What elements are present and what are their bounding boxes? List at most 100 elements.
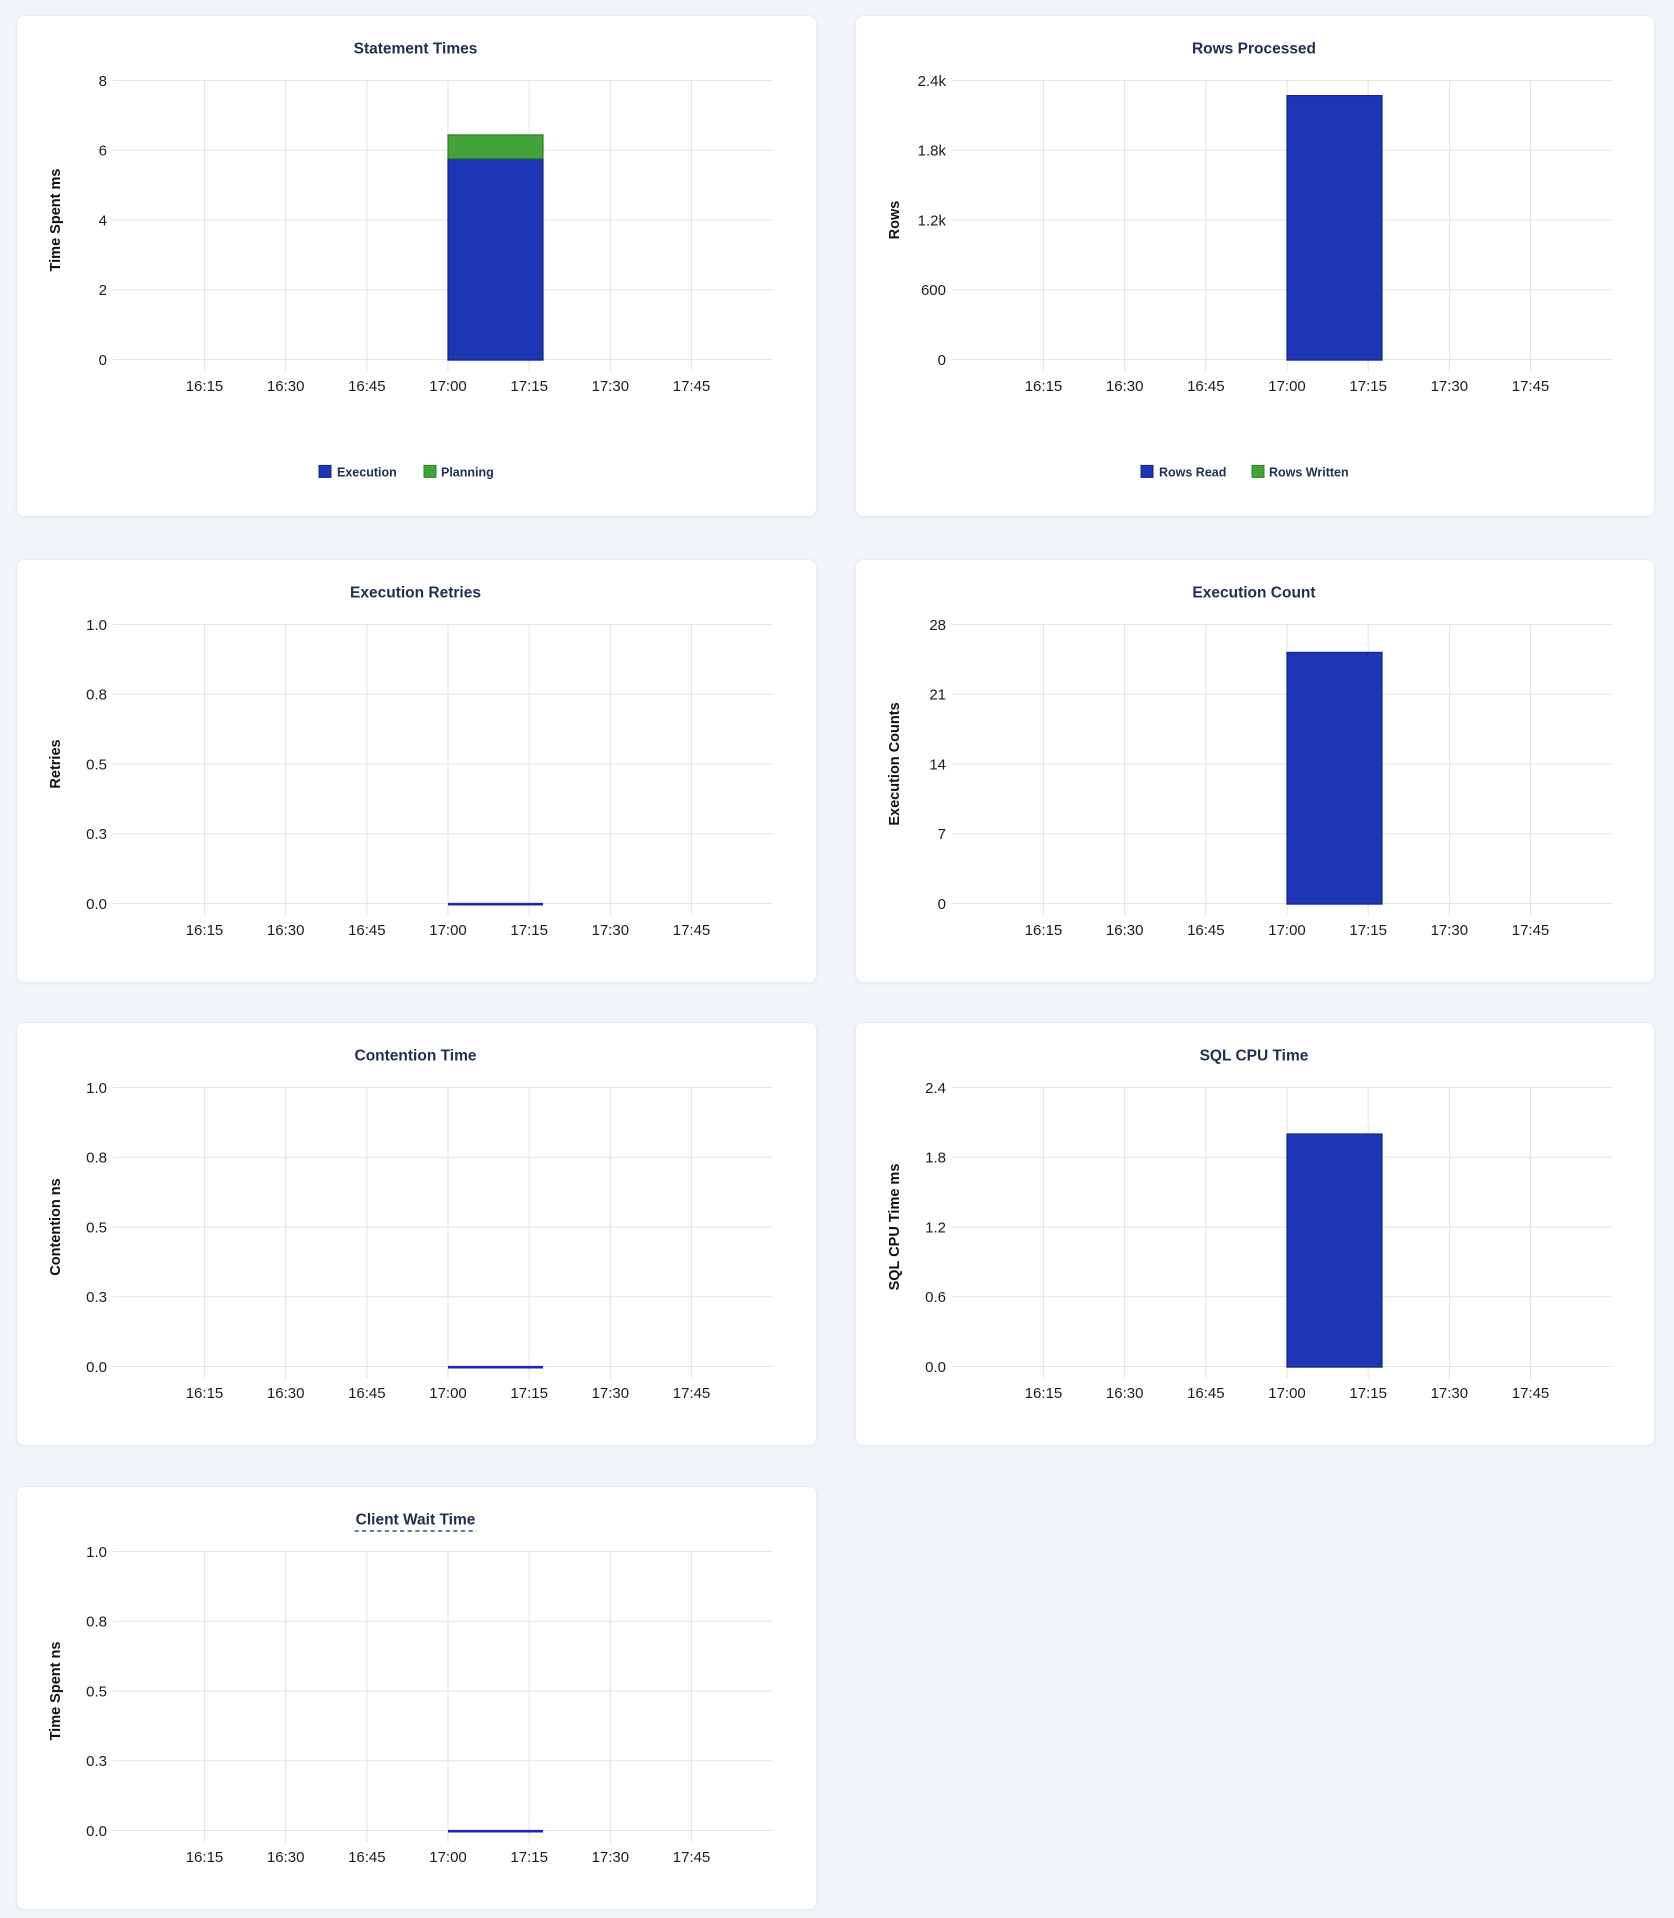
svg-text:Contention Time: Contention Time	[355, 1048, 477, 1065]
svg-text:17:15: 17:15	[1349, 1385, 1387, 1402]
svg-text:0.5: 0.5	[86, 756, 107, 773]
svg-text:17:15: 17:15	[510, 1849, 548, 1866]
svg-text:16:30: 16:30	[1106, 378, 1144, 395]
svg-text:Planning: Planning	[441, 465, 494, 479]
svg-text:16:30: 16:30	[1106, 922, 1144, 939]
svg-text:16:15: 16:15	[1025, 1385, 1063, 1402]
svg-text:17:00: 17:00	[429, 922, 467, 939]
svg-text:17:15: 17:15	[510, 922, 548, 939]
svg-text:Contention ns: Contention ns	[48, 1178, 64, 1275]
svg-text:0: 0	[938, 352, 946, 369]
svg-text:16:45: 16:45	[1187, 922, 1225, 939]
svg-text:Execution: Execution	[337, 465, 397, 479]
svg-text:16:45: 16:45	[1187, 1385, 1225, 1402]
svg-text:0.8: 0.8	[86, 1614, 107, 1631]
svg-text:17:15: 17:15	[1349, 922, 1387, 939]
svg-text:2.4: 2.4	[925, 1080, 946, 1097]
svg-text:17:45: 17:45	[1512, 378, 1550, 395]
svg-text:17:15: 17:15	[510, 1385, 548, 1402]
svg-text:16:15: 16:15	[186, 1385, 224, 1402]
svg-text:1.0: 1.0	[86, 1544, 107, 1561]
svg-text:6: 6	[99, 143, 107, 160]
svg-text:0.3: 0.3	[86, 1753, 107, 1770]
svg-text:1.8k: 1.8k	[918, 143, 947, 160]
svg-text:Rows Read: Rows Read	[1159, 465, 1226, 479]
svg-text:16:45: 16:45	[348, 378, 386, 395]
svg-text:Statement Times: Statement Times	[354, 41, 478, 58]
svg-text:17:30: 17:30	[1431, 1385, 1469, 1402]
svg-text:17:00: 17:00	[1268, 1385, 1306, 1402]
svg-text:17:15: 17:15	[510, 378, 548, 395]
svg-text:0.3: 0.3	[86, 826, 107, 843]
svg-text:0.5: 0.5	[86, 1683, 107, 1700]
svg-text:SQL CPU Time: SQL CPU Time	[1200, 1048, 1309, 1065]
svg-text:Time Spent ns: Time Spent ns	[48, 1642, 64, 1741]
svg-text:16:30: 16:30	[1106, 1385, 1144, 1402]
svg-text:17:45: 17:45	[1512, 1385, 1550, 1402]
svg-text:0.6: 0.6	[925, 1289, 946, 1306]
svg-text:Execution Count: Execution Count	[1192, 585, 1315, 602]
svg-text:17:30: 17:30	[592, 1385, 630, 1402]
svg-text:14: 14	[929, 756, 946, 773]
svg-text:17:00: 17:00	[1268, 378, 1306, 395]
svg-text:21: 21	[929, 687, 946, 704]
svg-text:17:30: 17:30	[592, 1849, 630, 1866]
svg-text:0.0: 0.0	[925, 1359, 946, 1376]
svg-text:17:45: 17:45	[673, 922, 711, 939]
svg-text:16:45: 16:45	[348, 1849, 386, 1866]
svg-text:16:30: 16:30	[267, 1385, 305, 1402]
svg-text:16:45: 16:45	[1187, 378, 1225, 395]
svg-text:7: 7	[938, 826, 946, 843]
svg-text:0.0: 0.0	[86, 896, 107, 913]
svg-text:16:15: 16:15	[186, 1849, 224, 1866]
svg-text:0: 0	[938, 896, 946, 913]
svg-text:17:00: 17:00	[429, 1849, 467, 1866]
svg-text:4: 4	[99, 212, 107, 229]
svg-text:17:30: 17:30	[1431, 378, 1469, 395]
svg-text:0.8: 0.8	[86, 687, 107, 704]
svg-text:17:30: 17:30	[592, 922, 630, 939]
svg-text:16:30: 16:30	[267, 922, 305, 939]
svg-text:600: 600	[921, 282, 946, 299]
svg-text:Time Spent ms: Time Spent ms	[48, 169, 64, 272]
svg-text:17:45: 17:45	[673, 1385, 711, 1402]
svg-text:SQL CPU Time ms: SQL CPU Time ms	[887, 1164, 903, 1291]
svg-text:17:15: 17:15	[1349, 378, 1387, 395]
svg-text:1.0: 1.0	[86, 1080, 107, 1097]
svg-text:0.5: 0.5	[86, 1219, 107, 1236]
svg-text:2.4k: 2.4k	[918, 73, 947, 90]
svg-text:1.0: 1.0	[86, 617, 107, 634]
svg-text:17:00: 17:00	[1268, 922, 1306, 939]
svg-text:8: 8	[99, 73, 107, 90]
svg-text:16:30: 16:30	[267, 378, 305, 395]
svg-text:17:45: 17:45	[673, 378, 711, 395]
svg-text:Rows Written: Rows Written	[1269, 465, 1349, 479]
svg-text:16:45: 16:45	[348, 1385, 386, 1402]
svg-text:16:45: 16:45	[348, 922, 386, 939]
svg-text:16:15: 16:15	[186, 922, 224, 939]
svg-text:0.0: 0.0	[86, 1823, 107, 1840]
svg-text:1.2k: 1.2k	[918, 212, 947, 229]
svg-text:16:15: 16:15	[1025, 922, 1063, 939]
svg-text:0.3: 0.3	[86, 1289, 107, 1306]
svg-text:Execution Counts: Execution Counts	[887, 702, 903, 825]
svg-text:16:30: 16:30	[267, 1849, 305, 1866]
svg-text:1.8: 1.8	[925, 1150, 946, 1167]
svg-text:Retries: Retries	[48, 739, 64, 788]
svg-text:Rows: Rows	[887, 201, 903, 240]
svg-text:17:30: 17:30	[592, 378, 630, 395]
svg-text:0.0: 0.0	[86, 1359, 107, 1376]
svg-text:1.2: 1.2	[925, 1219, 946, 1236]
svg-text:Client Wait Time: Client Wait Time	[356, 1512, 476, 1529]
svg-text:17:45: 17:45	[673, 1849, 711, 1866]
svg-text:0: 0	[99, 352, 107, 369]
svg-text:2: 2	[99, 282, 107, 299]
svg-text:17:00: 17:00	[429, 378, 467, 395]
svg-text:Rows Processed: Rows Processed	[1192, 41, 1316, 58]
svg-text:17:30: 17:30	[1431, 922, 1469, 939]
svg-text:Execution Retries: Execution Retries	[350, 585, 481, 602]
svg-text:16:15: 16:15	[186, 378, 224, 395]
svg-text:17:45: 17:45	[1512, 922, 1550, 939]
svg-text:17:00: 17:00	[429, 1385, 467, 1402]
svg-text:16:15: 16:15	[1025, 378, 1063, 395]
